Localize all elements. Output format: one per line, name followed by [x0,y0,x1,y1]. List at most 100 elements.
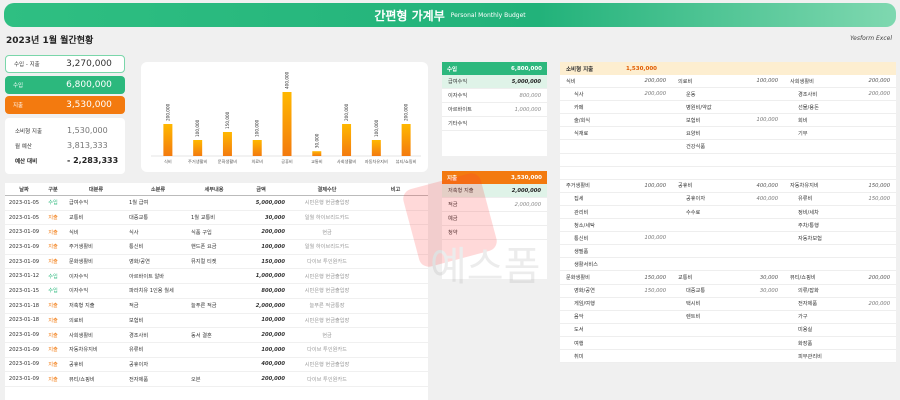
expense-panel-row[interactable]: 예금 [442,212,547,226]
category-sub-row[interactable] [672,245,784,259]
category-sub-row[interactable] [672,324,784,337]
category-sub-row[interactable]: 가구 [784,311,896,324]
category-sub-row[interactable]: 주차/통행 [784,219,896,233]
category-sub-row[interactable] [672,219,784,233]
category-main-row[interactable]: 자동차유지비 150,000 [784,180,896,193]
category-sub-row[interactable]: 게임/여행 [560,298,672,311]
category-label: 경조사비 [798,91,818,98]
category-sub-row[interactable]: 통신비 100,000 [560,232,672,246]
row-label: 기타수익 [448,121,468,127]
category-sub-row[interactable]: 여행 [560,337,672,350]
category-sub-row[interactable]: 유류비 150,000 [784,193,896,206]
category-sub-row[interactable]: 취미 [560,350,672,364]
category-sub-row[interactable]: 화장품 [784,337,896,350]
category-sub-row[interactable]: 경조사비 200,000 [784,88,896,102]
expense-panel-row[interactable]: 청약 [442,226,547,240]
category-sub-row[interactable]: 택시비 [672,298,784,311]
category-sub-row[interactable]: 영화/공연 150,000 [560,285,672,298]
category-sub-row[interactable]: 대중교통 30,000 [672,285,784,298]
table-row[interactable]: 2023-01-09 지출 사회생활비 경조사비 동서 결혼 200,000 현금 [5,328,428,343]
category-sub-row[interactable]: 카페 [560,101,672,115]
category-sub-row[interactable] [560,141,672,154]
category-sub-row[interactable]: 청소/세탁 [560,219,672,233]
category-sub-row[interactable]: 자동차보험 [784,232,896,246]
table-row[interactable]: 2023-01-05 지출 교통비 대중교통 1월 교통비 30,000 일월 하이브리드카… [5,211,428,226]
category-sub-row[interactable] [672,167,784,180]
bar [163,124,173,156]
category-sub-row[interactable] [672,337,784,350]
amount-cell: 200,000 [261,332,285,339]
income-panel-row[interactable]: 기타수익 [442,117,547,131]
table-row[interactable]: 2023-01-12 수입 이자수익 아르바이트 알바 1,000,000 시민은행 현금… [5,269,428,285]
category-main-row[interactable]: 문화생활비 150,000 [560,272,672,285]
category-main-row[interactable]: 사회생활비 200,000 [784,75,896,88]
category-sub-row[interactable]: 음악 [560,311,672,324]
category-label: 생활서비스 [574,261,598,268]
category-label: 가구 [798,314,808,321]
category-sub-row[interactable]: 렌트비 [672,311,784,324]
category-label: 주차/통행 [798,222,819,229]
category-sub-row[interactable] [560,154,672,167]
category-sub-row[interactable]: 의류/잡화 [784,285,896,298]
table-row[interactable]: 2023-01-09 지출 뷰티/쇼핑비 전자제품 오븐 200,000 다이브 투인원카드 [5,372,428,387]
category-label: 카페 [574,104,584,111]
payment-cell: 시민은행 현금출입장 [304,361,350,368]
category-sub-row[interactable]: 도서 [560,324,672,337]
category-main-row[interactable]: 공휴비 400,000 [672,180,784,193]
category-sub-row[interactable]: 생필품 [560,245,672,259]
category-sub-row[interactable]: 운동 [672,88,784,102]
category-sub-row[interactable]: 집세 [560,193,672,206]
category-sub-row[interactable] [672,232,784,246]
category-main-row[interactable]: 뷰티/쇼핑비 200,000 [784,272,896,285]
category-sub-row[interactable] [784,167,896,180]
income-panel-header: 수입 6,800,000 [442,62,547,75]
category-sub-row[interactable]: 정비/세차 [784,206,896,219]
category-sub-row[interactable]: 식사 200,000 [560,88,672,102]
table-row[interactable]: 2023-01-15 수입 이자수익 파라치유 1인용 월세 800,000 시민은행 현… [5,284,428,299]
category-sub-row[interactable]: 보험비 100,000 [672,114,784,128]
category-sub-row[interactable]: 피부관리비 [784,350,896,364]
table-row[interactable]: 2023-01-18 지출 저축형 지출 적금 늘푸른 적금 2,000,000 늘푸른 적… [5,299,428,314]
expense-panel-row[interactable]: 저축형 지출 2,000,000 [442,184,547,198]
category-sub-row[interactable] [672,350,784,364]
category-main-row[interactable]: 주거생활비 100,000 [560,180,672,193]
category-sub-row[interactable]: 병원비/약값 [672,101,784,115]
category-main-row[interactable]: 식비 200,000 [560,75,672,88]
category-sub-row[interactable]: 요양비 [672,127,784,141]
category-sub-row[interactable]: 기부 [784,127,896,141]
table-row[interactable]: 2023-01-18 지출 의료비 보험비 100,000 시민은행 현금출입장 [5,314,428,329]
income-panel-row[interactable]: 이자수익 800,000 [442,89,547,103]
table-row[interactable]: 2023-01-09 지출 공휴비 공휴이자 400,000 시민은행 현금출입장 [5,358,428,373]
category-sub-row[interactable]: 식재료 [560,127,672,141]
category-main-row[interactable]: 의료비 100,000 [672,75,784,88]
amount-cell: 100,000 [261,317,285,324]
table-row[interactable]: 2023-01-09 지출 자동차유지비 유류비 100,000 다이브 투인원카드 [5,343,428,358]
category-sub-row[interactable] [672,258,784,272]
income-panel-row[interactable]: 아르바이트 1,000,000 [442,103,547,117]
category-sub-row[interactable] [784,245,896,259]
category-sub-row[interactable]: 관리비 [560,206,672,219]
category-main-row[interactable]: 교통비 30,000 [672,272,784,285]
category-sub-row[interactable] [560,167,672,180]
category-sub-row[interactable]: 전자제품 200,000 [784,298,896,311]
table-row[interactable]: 2023-01-05 수입 급여수익 1월 급여 5,000,000 시민은행 현금출입장 [5,196,428,211]
category-sub-row[interactable]: 회비 [784,114,896,128]
category-sub-row[interactable]: 수수료 [672,206,784,219]
table-row[interactable]: 2023-01-09 지출 주거생활비 통신비 핸드폰 요금 100,000 일월 하이브리… [5,240,428,255]
category-sub-row[interactable]: 미용실 [784,324,896,337]
table-row[interactable]: 2023-01-09 지출 식비 식사 식품 구입 200,000 현금 [5,225,428,241]
category-label: 선물/용돈 [798,104,819,111]
category-sub-row[interactable] [784,258,896,272]
expense-panel-row[interactable]: 적금 2,000,000 [442,198,547,212]
category-sub-row[interactable] [784,154,896,167]
category-sub-row[interactable]: 선물/용돈 [784,101,896,115]
category-sub-row[interactable]: 술/회식 [560,114,672,128]
category-sub-row[interactable]: 생활서비스 [560,258,672,272]
category-sub-row[interactable]: 공휴이자 400,000 [672,193,784,206]
income-panel-row[interactable]: 급여수익 5,000,000 [442,75,547,89]
category-sub-row[interactable] [672,154,784,167]
table-row[interactable]: 2023-01-09 지출 문화생활비 영화/공연 뮤지컬 티켓 150,000 다이브 투… [5,255,428,270]
row-label: 청약 [448,230,458,236]
category-sub-row[interactable] [784,141,896,154]
category-sub-row[interactable]: 건강식품 [672,141,784,154]
